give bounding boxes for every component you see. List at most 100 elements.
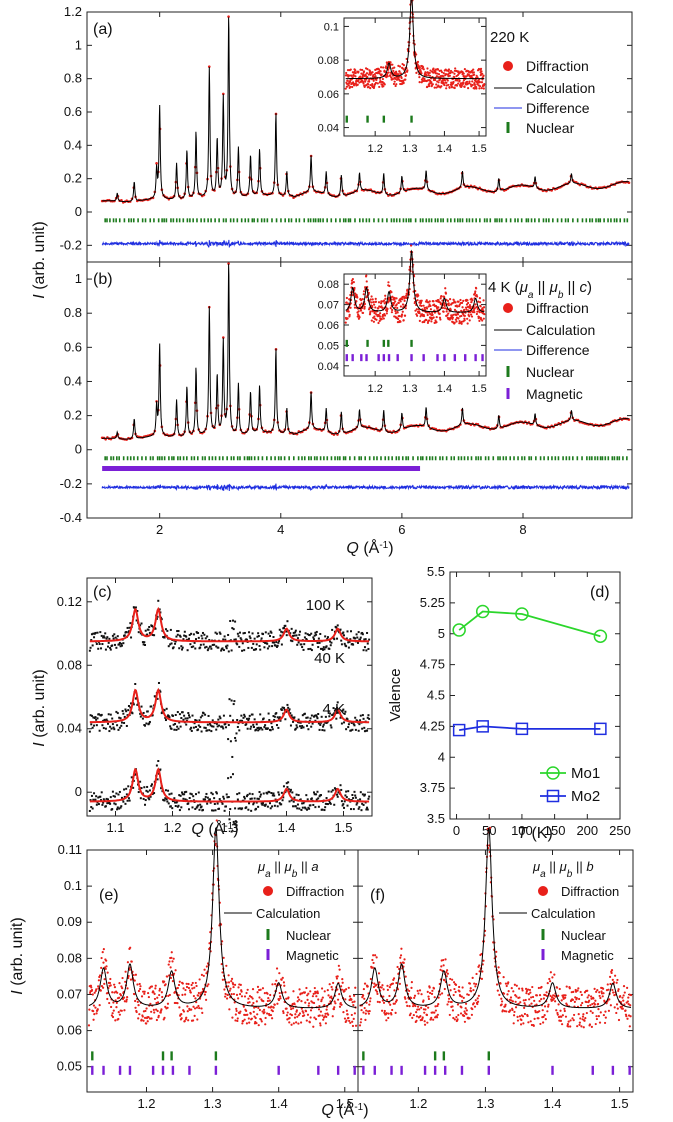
data-point xyxy=(199,725,202,728)
diffraction-point xyxy=(450,86,454,89)
data-point xyxy=(233,823,236,826)
data-point xyxy=(109,648,112,651)
data-point xyxy=(234,739,237,742)
diffraction-point xyxy=(481,319,484,322)
diffraction-point xyxy=(331,988,334,991)
diffraction-point xyxy=(368,78,371,81)
nuclear-tick xyxy=(525,218,528,223)
diffraction-point xyxy=(455,84,459,87)
diffraction-point xyxy=(415,1019,418,1022)
diffraction-point xyxy=(363,982,367,985)
diffraction-point xyxy=(335,977,339,980)
diffraction-point xyxy=(382,988,385,991)
data-point xyxy=(151,633,154,636)
nuclear-tick xyxy=(271,218,273,223)
data-point xyxy=(340,722,343,725)
diffraction-point xyxy=(439,69,443,72)
diffraction-point xyxy=(442,310,445,313)
data-point xyxy=(329,712,332,715)
data-point xyxy=(319,721,322,724)
data-point xyxy=(359,636,362,639)
data-point xyxy=(215,645,218,648)
data-point xyxy=(127,797,130,800)
diffraction-point xyxy=(266,999,269,1003)
data-point xyxy=(153,634,156,637)
diffraction-point xyxy=(449,977,452,981)
y-tick-label: 0.07 xyxy=(318,300,339,312)
diffraction-point xyxy=(227,974,230,977)
data-point xyxy=(309,804,312,807)
diffraction-point xyxy=(358,303,362,306)
diffraction-point xyxy=(477,315,481,319)
diffraction-point xyxy=(166,1002,170,1005)
nuclear-tick xyxy=(414,218,417,223)
diffraction-point xyxy=(515,995,518,998)
diffraction-point xyxy=(541,1009,544,1012)
diffraction-point xyxy=(103,982,106,985)
nuclear-tick xyxy=(412,456,414,461)
data-point xyxy=(276,716,279,719)
diffraction-point xyxy=(241,1020,245,1023)
diffraction-point xyxy=(351,1020,354,1023)
data-point xyxy=(215,728,218,731)
diffraction-point xyxy=(371,71,374,74)
data-point xyxy=(194,725,197,728)
data-point xyxy=(181,711,184,714)
diffraction-point xyxy=(446,79,449,82)
diffraction-point xyxy=(443,307,447,310)
diffraction-point xyxy=(89,984,92,987)
data-point xyxy=(266,642,269,645)
diffraction-point xyxy=(365,1001,368,1004)
diffraction-point xyxy=(472,68,475,71)
diffraction-point xyxy=(564,994,567,997)
data-point xyxy=(320,715,323,718)
data-point xyxy=(314,806,317,809)
data-point xyxy=(333,638,336,641)
diffraction-point xyxy=(269,1013,273,1017)
diffraction-point xyxy=(579,1017,582,1020)
nuclear-tick xyxy=(339,456,341,461)
diffraction-point xyxy=(227,981,231,984)
data-point xyxy=(366,729,369,732)
data-point xyxy=(272,792,275,795)
diffraction-point xyxy=(117,1011,120,1014)
data-point xyxy=(278,628,281,631)
data-point xyxy=(327,790,330,793)
magnetic-tick xyxy=(151,1065,155,1075)
data-point xyxy=(290,799,293,802)
diffraction-point xyxy=(193,1014,196,1017)
data-point xyxy=(104,632,107,635)
diffraction-point xyxy=(221,971,224,974)
nuclear-tick xyxy=(596,456,599,461)
nuclear-tick xyxy=(182,218,185,223)
data-point xyxy=(118,643,121,646)
diffraction-point xyxy=(466,80,469,83)
y-tick-label: 0.08 xyxy=(318,279,339,291)
diffraction-point xyxy=(190,1008,193,1011)
diffraction-point xyxy=(316,992,319,995)
diffraction-point xyxy=(290,1023,293,1026)
diffraction-point xyxy=(180,1013,183,1016)
data-point xyxy=(191,714,194,717)
diffraction-point xyxy=(390,290,393,294)
diffraction-point xyxy=(178,980,181,983)
data-point xyxy=(243,713,246,716)
diffraction-point xyxy=(321,996,324,999)
diffraction-point xyxy=(406,69,409,72)
diffraction-point xyxy=(452,1016,455,1020)
diffraction-point xyxy=(532,1024,535,1027)
diffraction-point xyxy=(368,1003,371,1006)
data-point xyxy=(230,830,233,833)
x-tick-label: 8 xyxy=(519,522,526,537)
diffraction-point xyxy=(195,1001,198,1004)
diffraction-point xyxy=(418,312,421,315)
data-point xyxy=(271,645,274,648)
x-tick-label: 1.3 xyxy=(402,383,417,395)
data-point xyxy=(300,809,303,812)
panel-label: (b) xyxy=(93,271,113,288)
diffraction-point xyxy=(134,1006,137,1009)
data-point xyxy=(150,625,153,628)
diffraction-point xyxy=(236,1019,239,1023)
diffraction-point xyxy=(474,290,477,293)
nuclear-tick xyxy=(470,456,473,461)
